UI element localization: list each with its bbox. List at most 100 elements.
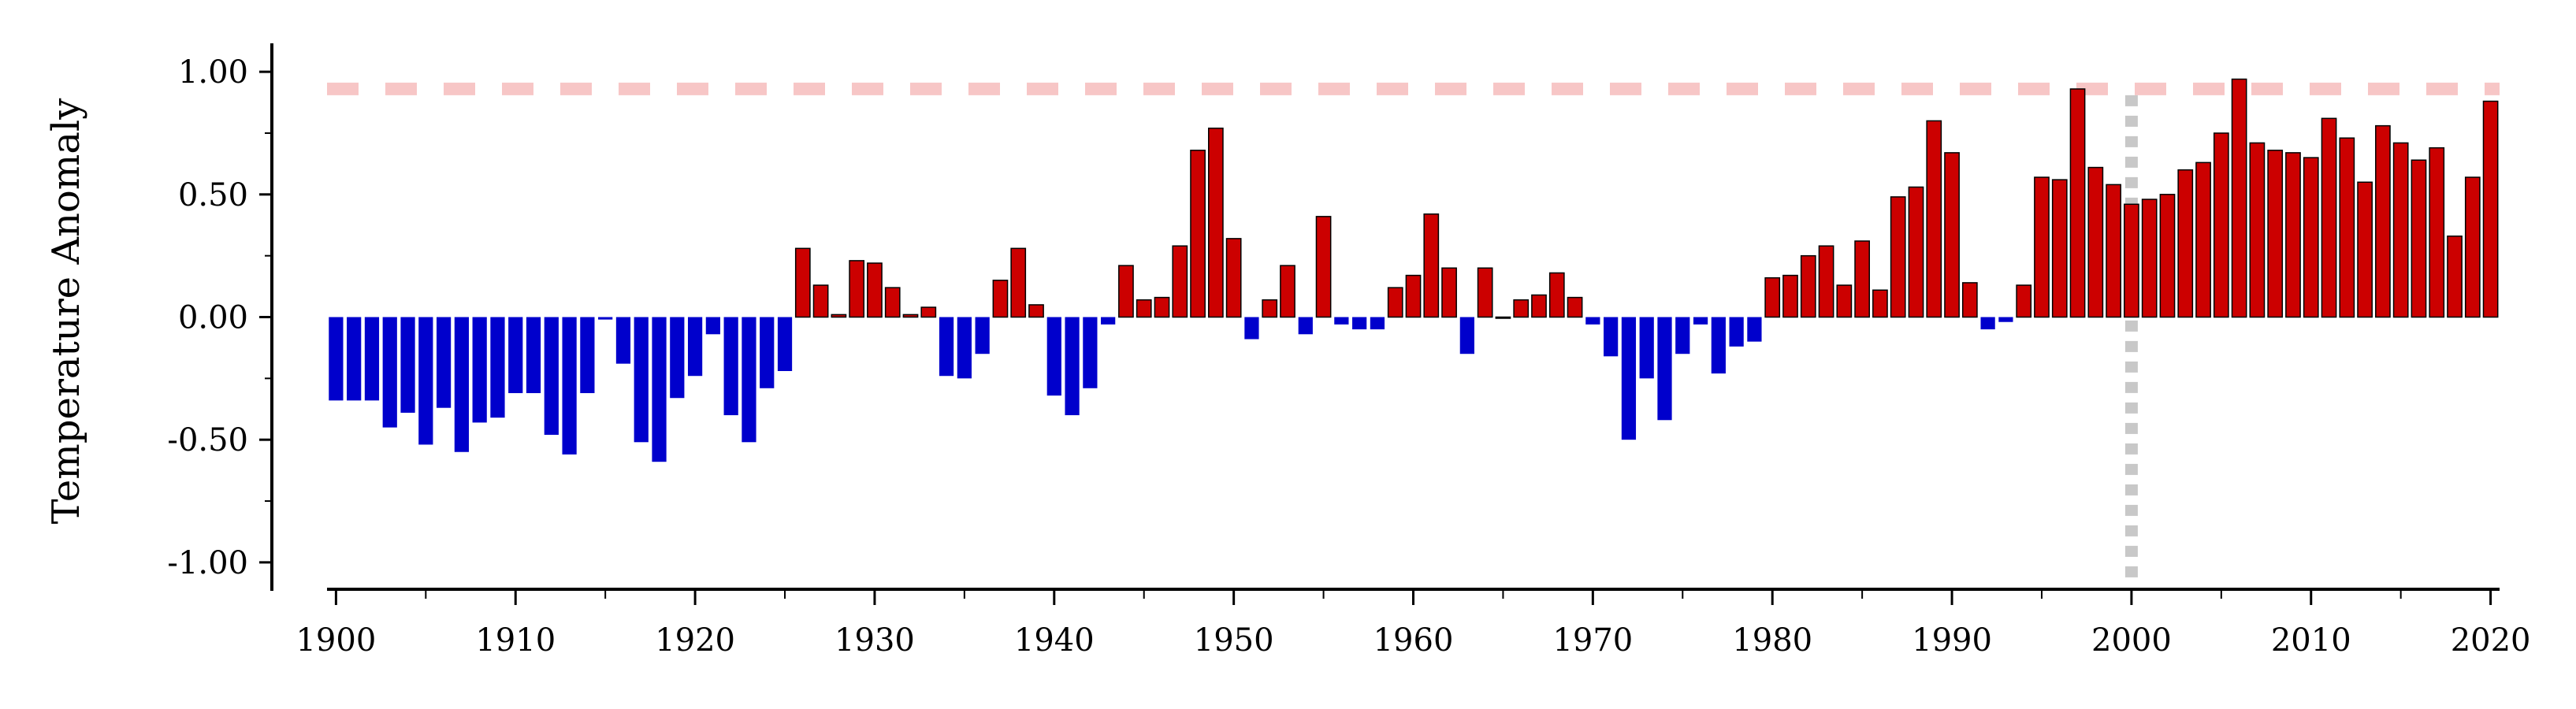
bar-2000 xyxy=(2124,203,2139,318)
bar-1965 xyxy=(1495,316,1511,319)
bar-1947 xyxy=(1172,245,1188,318)
bar-1959 xyxy=(1387,287,1403,318)
y-axis-title: Temperature Anomaly xyxy=(44,98,88,525)
bar-2006 xyxy=(2231,78,2247,318)
bar-2009 xyxy=(2285,152,2301,318)
bar-2014 xyxy=(2375,124,2391,318)
bar-1914 xyxy=(580,317,595,394)
bar-1901 xyxy=(347,317,362,401)
bar-1903 xyxy=(382,317,397,428)
bar-1917 xyxy=(634,317,649,443)
bar-1990 xyxy=(1944,152,1960,318)
bar-1913 xyxy=(562,317,577,455)
bar-1968 xyxy=(1548,272,1565,318)
bar-1926 xyxy=(794,247,811,318)
bar-1981 xyxy=(1782,274,1798,318)
bar-1948 xyxy=(1190,150,1206,318)
bar-2007 xyxy=(2249,142,2266,318)
bar-1976 xyxy=(1693,317,1708,325)
bar-1954 xyxy=(1298,317,1313,335)
x-tick-label: 1940 xyxy=(1014,622,1095,659)
bar-1973 xyxy=(1639,317,1654,379)
bar-1911 xyxy=(526,317,541,394)
y-tick-label: -0.50 xyxy=(167,422,248,458)
bar-1980 xyxy=(1764,277,1781,318)
bar-1994 xyxy=(2016,284,2032,318)
bar-2016 xyxy=(2411,159,2427,318)
bar-1936 xyxy=(975,317,990,354)
bar-1999 xyxy=(2106,184,2121,318)
bar-2019 xyxy=(2464,176,2481,318)
bar-1977 xyxy=(1711,317,1726,374)
bar-1982 xyxy=(1800,254,1816,318)
bar-2011 xyxy=(2321,117,2337,318)
bar-1970 xyxy=(1585,317,1600,325)
bar-1953 xyxy=(1280,265,1295,318)
bar-1993 xyxy=(1998,317,2013,322)
bar-1941 xyxy=(1065,317,1080,416)
bar-1989 xyxy=(1926,120,1942,318)
bar-1931 xyxy=(884,287,901,318)
bar-1943 xyxy=(1101,317,1116,325)
bar-1992 xyxy=(1980,317,1995,330)
bar-1950 xyxy=(1225,238,1242,318)
bar-1908 xyxy=(472,317,487,423)
bar-1963 xyxy=(1459,317,1474,354)
bar-1997 xyxy=(2069,88,2086,318)
bar-1978 xyxy=(1729,317,1744,347)
bar-1923 xyxy=(742,317,756,443)
bar-1939 xyxy=(1028,304,1044,318)
bar-1929 xyxy=(849,260,865,318)
bar-1967 xyxy=(1531,294,1547,318)
bar-1975 xyxy=(1675,317,1690,354)
bar-2010 xyxy=(2303,157,2319,318)
bar-2002 xyxy=(2159,194,2176,318)
x-tick-label: 1920 xyxy=(655,622,735,659)
bar-1991 xyxy=(1961,282,1978,318)
x-tick-label: 1960 xyxy=(1373,622,1454,659)
x-tick-label: 2000 xyxy=(2091,622,2172,659)
x-tick-label: 1990 xyxy=(1912,622,1992,659)
bar-1966 xyxy=(1513,299,1530,318)
bar-1971 xyxy=(1604,317,1619,357)
x-tick-label: 1900 xyxy=(296,622,376,659)
bar-1969 xyxy=(1567,296,1583,318)
bar-1958 xyxy=(1370,317,1385,330)
bar-1956 xyxy=(1334,317,1349,325)
reference-lines xyxy=(327,82,2500,587)
bar-1955 xyxy=(1315,216,1332,318)
bar-1962 xyxy=(1441,267,1457,318)
bar-2004 xyxy=(2195,161,2211,318)
bar-1988 xyxy=(1908,186,1924,318)
bar-1942 xyxy=(1083,317,1098,388)
x-tick-label: 2020 xyxy=(2451,622,2531,659)
bar-1964 xyxy=(1477,267,1493,318)
bar-1944 xyxy=(1118,265,1134,318)
y-tick-label: -1.00 xyxy=(167,545,248,581)
bar-1932 xyxy=(902,314,919,318)
bar-1907 xyxy=(454,317,470,452)
bar-1906 xyxy=(436,317,452,408)
bar-1938 xyxy=(1010,247,1027,318)
bar-1987 xyxy=(1890,196,1906,318)
bar-2005 xyxy=(2213,132,2229,318)
axes: 1.00 0.50 0.00 -0.50 -1.00 1900 1910 1920 1930 19… xyxy=(167,43,2531,659)
x-tick-label: 1970 xyxy=(1552,622,1633,659)
bar-1957 xyxy=(1352,317,1367,330)
bar-1904 xyxy=(400,317,415,413)
bar-1919 xyxy=(670,317,685,399)
bar-1960 xyxy=(1405,274,1422,318)
bar-2003 xyxy=(2177,169,2194,318)
bar-1921 xyxy=(705,317,720,335)
bar-2020 xyxy=(2482,100,2499,318)
bar-1912 xyxy=(544,317,559,435)
bar-1916 xyxy=(615,317,631,364)
x-tick-label: 1910 xyxy=(475,622,556,659)
bar-2018 xyxy=(2447,236,2463,318)
bar-1940 xyxy=(1046,317,1061,396)
bar-1910 xyxy=(508,317,523,394)
bar-2001 xyxy=(2141,199,2158,318)
bar-1909 xyxy=(490,317,505,418)
bar-2012 xyxy=(2339,137,2355,318)
